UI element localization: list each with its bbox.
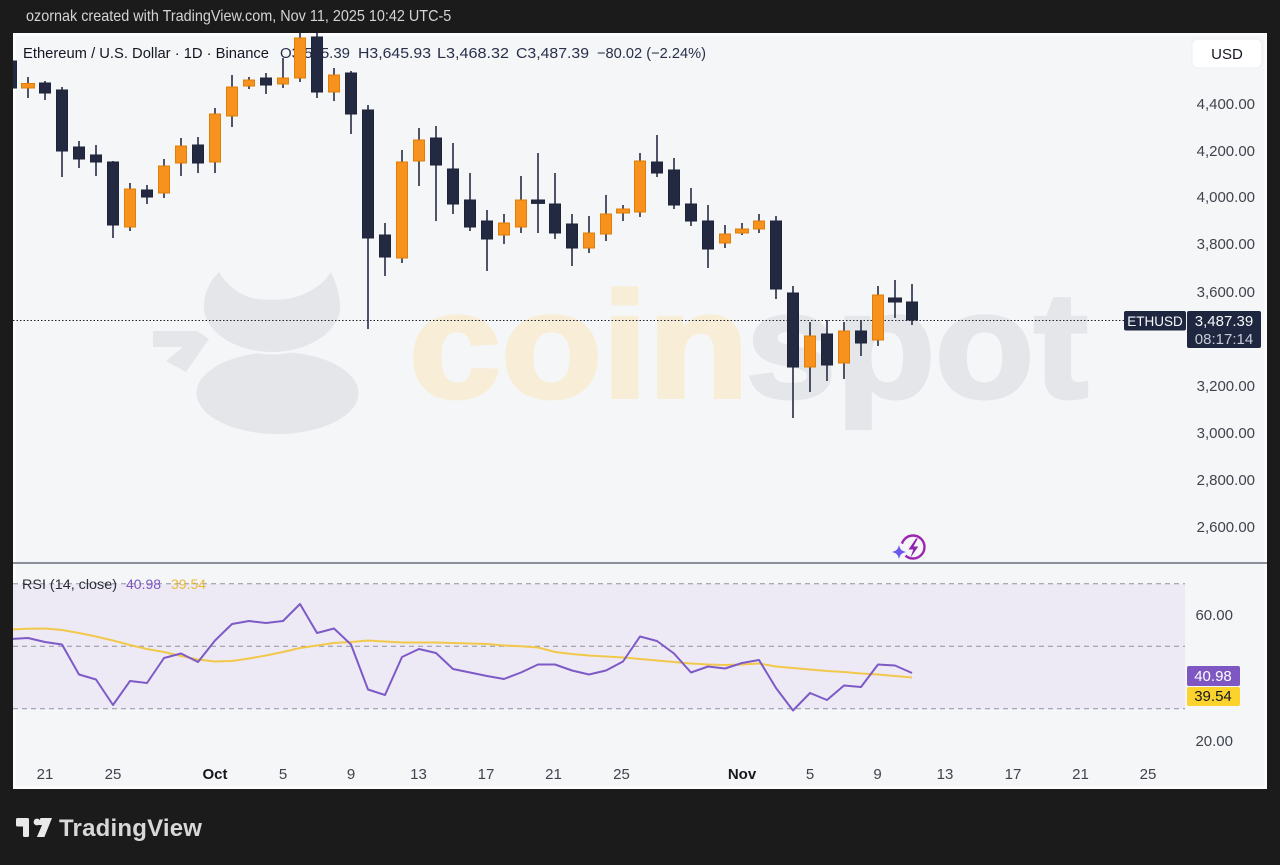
svg-text:USD: USD [1211,46,1243,63]
svg-text:9: 9 [347,766,355,783]
svg-text:4,000.00: 4,000.00 [1197,189,1255,206]
svg-text:21: 21 [545,766,562,783]
svg-text:4,400.00: 4,400.00 [1197,96,1255,113]
svg-text:25: 25 [613,766,630,783]
svg-text:13: 13 [937,766,954,783]
svg-text:21: 21 [37,766,54,783]
svg-text:08:17:14: 08:17:14 [1195,331,1253,348]
svg-text:Nov: Nov [728,766,757,783]
svg-text:40.98: 40.98 [126,576,161,592]
svg-text:17: 17 [1005,766,1022,783]
svg-text:20.00: 20.00 [1195,733,1233,750]
svg-text:C3,487.39: C3,487.39 [516,45,589,62]
svg-text:5: 5 [806,766,814,783]
svg-text:21: 21 [1072,766,1089,783]
svg-text:25: 25 [1140,766,1157,783]
svg-text:13: 13 [410,766,427,783]
svg-text:L3,468.32: L3,468.32 [437,45,509,62]
svg-text:39.54: 39.54 [171,576,206,592]
svg-text:RSI (14, close): RSI (14, close) [22,576,117,592]
svg-text:9: 9 [873,766,881,783]
svg-text:spot: spot [746,261,1088,429]
svg-text:3,000.00: 3,000.00 [1197,425,1255,442]
svg-text:coin: coin [409,261,749,429]
svg-text:Ethereum / U.S. Dollar · 1D ·: Ethereum / U.S. Dollar · 1D · Binance [23,45,269,62]
svg-text:3,800.00: 3,800.00 [1197,236,1255,253]
svg-text:4,200.00: 4,200.00 [1197,143,1255,160]
svg-text:−80.02 (−2.24%): −80.02 (−2.24%) [597,45,706,62]
svg-text:3,487.39: 3,487.39 [1195,313,1253,330]
svg-text:H3,645.93: H3,645.93 [358,45,431,62]
svg-text:3,200.00: 3,200.00 [1197,378,1255,395]
svg-text:60.00: 60.00 [1195,607,1233,624]
svg-text:3,600.00: 3,600.00 [1197,284,1255,301]
svg-text:2,800.00: 2,800.00 [1197,472,1255,489]
svg-text:39.54: 39.54 [1194,688,1232,705]
svg-text:Oct: Oct [202,766,227,783]
svg-text:25: 25 [105,766,122,783]
svg-text:17: 17 [478,766,495,783]
svg-text:2,600.00: 2,600.00 [1197,519,1255,536]
svg-text:40.98: 40.98 [1194,668,1232,685]
svg-text:ETHUSD: ETHUSD [1127,314,1183,329]
svg-text:5: 5 [279,766,287,783]
